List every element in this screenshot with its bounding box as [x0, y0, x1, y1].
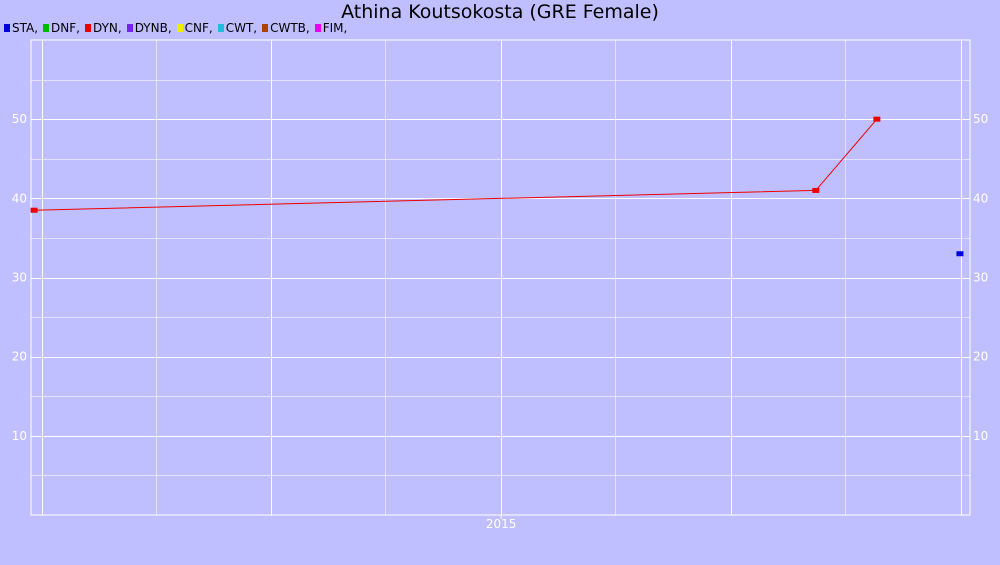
data-point-sta — [956, 251, 964, 257]
y-tick-label-left: 40 — [12, 191, 27, 205]
legend-label: DYNB, — [134, 21, 172, 35]
legend-swatch — [314, 24, 321, 32]
data-point-dyn — [30, 207, 38, 213]
legend-swatch — [262, 24, 269, 32]
plot-area — [30, 39, 971, 516]
data-point-dyn — [873, 116, 881, 122]
legend-swatch — [217, 24, 224, 32]
legend-swatch — [84, 24, 91, 32]
legend-entry: CNF, — [176, 21, 213, 35]
chart-title: Athina Koutsokosta (GRE Female) — [341, 1, 659, 23]
legend-label: FIM, — [322, 21, 348, 35]
legend: STA, DNF, DYN, DYNB, CNF, CWT, CWTB, FIM, — [4, 21, 352, 35]
legend-label: STA, — [12, 21, 39, 35]
legend-entry: DYN, — [84, 21, 122, 35]
y-tick-label-left: 50 — [12, 112, 27, 126]
y-tick-label-right: 30 — [973, 271, 988, 285]
y-tick-label-left: 20 — [12, 350, 27, 364]
legend-entry: CWT, — [217, 21, 258, 35]
y-tick-label-right: 40 — [973, 191, 988, 205]
legend-swatch — [4, 24, 10, 32]
legend-entry: STA, — [4, 21, 38, 35]
x-tick-label: 2015 — [486, 517, 517, 531]
legend-label: CNF, — [184, 21, 213, 35]
y-tick-label-right: 10 — [973, 429, 988, 443]
y-tick-label-right: 50 — [973, 112, 988, 126]
legend-entry: DNF, — [43, 21, 80, 35]
legend-entry: FIM, — [314, 21, 348, 35]
legend-label: DNF, — [51, 21, 80, 35]
legend-entry: DYNB, — [126, 21, 172, 35]
y-tick-label-left: 10 — [12, 429, 27, 443]
legend-swatch — [43, 24, 50, 32]
legend-label: CWT, — [225, 21, 258, 35]
y-tick-label-right: 20 — [973, 350, 988, 364]
y-tick-label-left: 30 — [12, 271, 27, 285]
legend-label: CWTB, — [270, 21, 310, 35]
legend-swatch — [126, 24, 133, 32]
legend-swatch — [176, 24, 183, 32]
data-point-dyn — [812, 187, 820, 193]
legend-entry: CWTB, — [262, 21, 310, 35]
legend-label: DYN, — [92, 21, 122, 35]
